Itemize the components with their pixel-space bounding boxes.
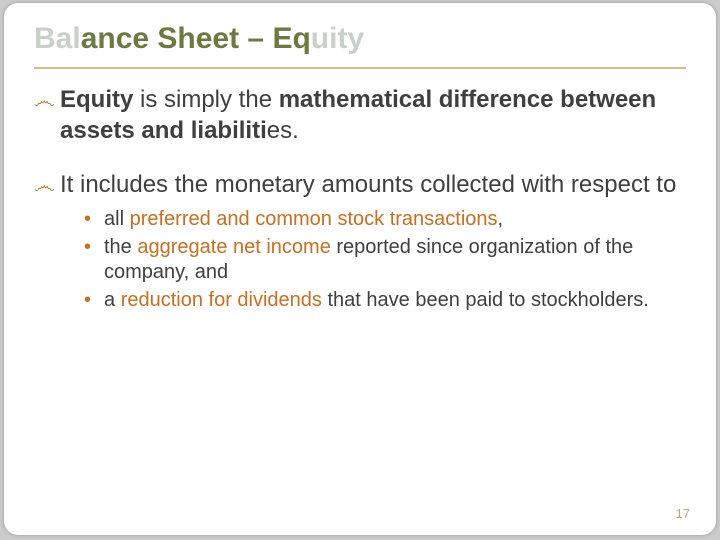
item1-plain2: es.: [267, 117, 299, 144]
sub1-plain1: all: [104, 208, 130, 230]
sub-item-1: • all preferred and common stock transac…: [84, 207, 686, 233]
bullet-item-2: ෴ It includes the monetary amounts colle…: [34, 170, 686, 201]
sub-item-2: • the aggregate net income reported sinc…: [84, 235, 686, 286]
dot-bullet-icon: •: [84, 288, 91, 314]
title-seg1: Bal: [34, 22, 81, 55]
slide-title: Balance Sheet – Equity: [34, 21, 686, 57]
sub3-plain1: a: [104, 289, 121, 311]
dot-bullet-icon: •: [84, 235, 91, 261]
curl-bullet-icon: ෴: [34, 87, 55, 115]
item2-plain1: It includes the monetary amounts collect…: [60, 171, 676, 198]
item1-bold1: Equity: [60, 86, 133, 113]
slide-content: ෴ Equity is simply the mathematical diff…: [34, 85, 686, 314]
sub2-plain1: the: [104, 236, 137, 258]
title-seg3: uity: [311, 22, 364, 55]
sub-item-3: • a reduction for dividends that have be…: [84, 288, 686, 314]
sub1-accent: preferred and common stock transactions: [130, 208, 498, 230]
slide: Balance Sheet – Equity ෴ Equity is simpl…: [4, 3, 716, 535]
curl-bullet-icon: ෴: [34, 172, 55, 200]
sub1-plain2: ,: [498, 208, 504, 230]
sub-list: • all preferred and common stock transac…: [34, 207, 686, 313]
sub2-accent: aggregate net income: [137, 236, 330, 258]
sub3-plain2: that have been paid to stockholders.: [322, 289, 649, 311]
bullet-item-1: ෴ Equity is simply the mathematical diff…: [34, 85, 686, 146]
title-divider: [34, 67, 686, 69]
sub3-accent: reduction for dividends: [121, 289, 322, 311]
page-number: 17: [676, 506, 690, 521]
item1-plain1: is simply the: [133, 86, 278, 113]
dot-bullet-icon: •: [84, 207, 91, 233]
title-seg2: ance Sheet – Eq: [81, 22, 311, 55]
